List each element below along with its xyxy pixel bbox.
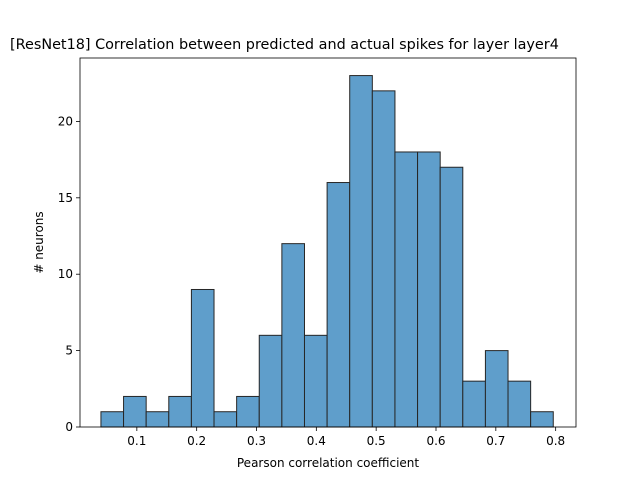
x-axis-ticks: 0.1 0.2 0.3 0.4 0.5 0.6 0.7 0.8 (127, 427, 565, 448)
x-axis-label: Pearson correlation coefficient (237, 456, 420, 470)
histogram-bar (417, 151, 441, 428)
histogram-bar (439, 166, 464, 428)
y-tick-label: 5 (65, 344, 73, 358)
x-tick-label: 0.7 (486, 434, 505, 448)
histogram-bar (168, 395, 192, 428)
y-tick-label: 10 (58, 267, 73, 281)
x-tick-label: 0.4 (307, 434, 326, 448)
histogram-bar (190, 288, 215, 428)
histogram-bar (213, 411, 238, 428)
histogram-bar (303, 334, 328, 428)
histogram-bar (281, 243, 305, 428)
histogram-bar (326, 182, 351, 428)
x-tick-label: 0.3 (247, 434, 266, 448)
y-tick-label: 0 (65, 420, 73, 434)
x-tick-label: 0.2 (187, 434, 206, 448)
histogram-bar (484, 350, 509, 428)
plot-frame (79, 57, 577, 428)
x-tick-label: 0.1 (127, 434, 146, 448)
y-axis-label: # neurons (32, 211, 46, 273)
histogram-bar (145, 411, 170, 428)
histogram-bar (258, 334, 283, 428)
x-tick-label: 0.8 (546, 434, 565, 448)
bars-group (100, 75, 554, 428)
histogram-bar (462, 380, 486, 428)
chart-title: [ResNet18] Correlation between predicted… (10, 37, 559, 53)
histogram-bar (507, 380, 532, 428)
histogram-bar (349, 75, 373, 428)
y-tick-label: 15 (58, 191, 73, 205)
histogram-bar (530, 411, 554, 428)
histogram-bar (394, 151, 419, 428)
histogram-bar (236, 395, 260, 428)
histogram-bar (100, 411, 125, 428)
y-tick-label: 20 (58, 114, 73, 128)
histogram-bar (123, 395, 147, 428)
y-axis-ticks: 0 5 10 15 20 (58, 114, 80, 434)
x-tick-label: 0.6 (426, 434, 445, 448)
x-tick-label: 0.5 (367, 434, 386, 448)
histogram-bar (371, 90, 396, 428)
